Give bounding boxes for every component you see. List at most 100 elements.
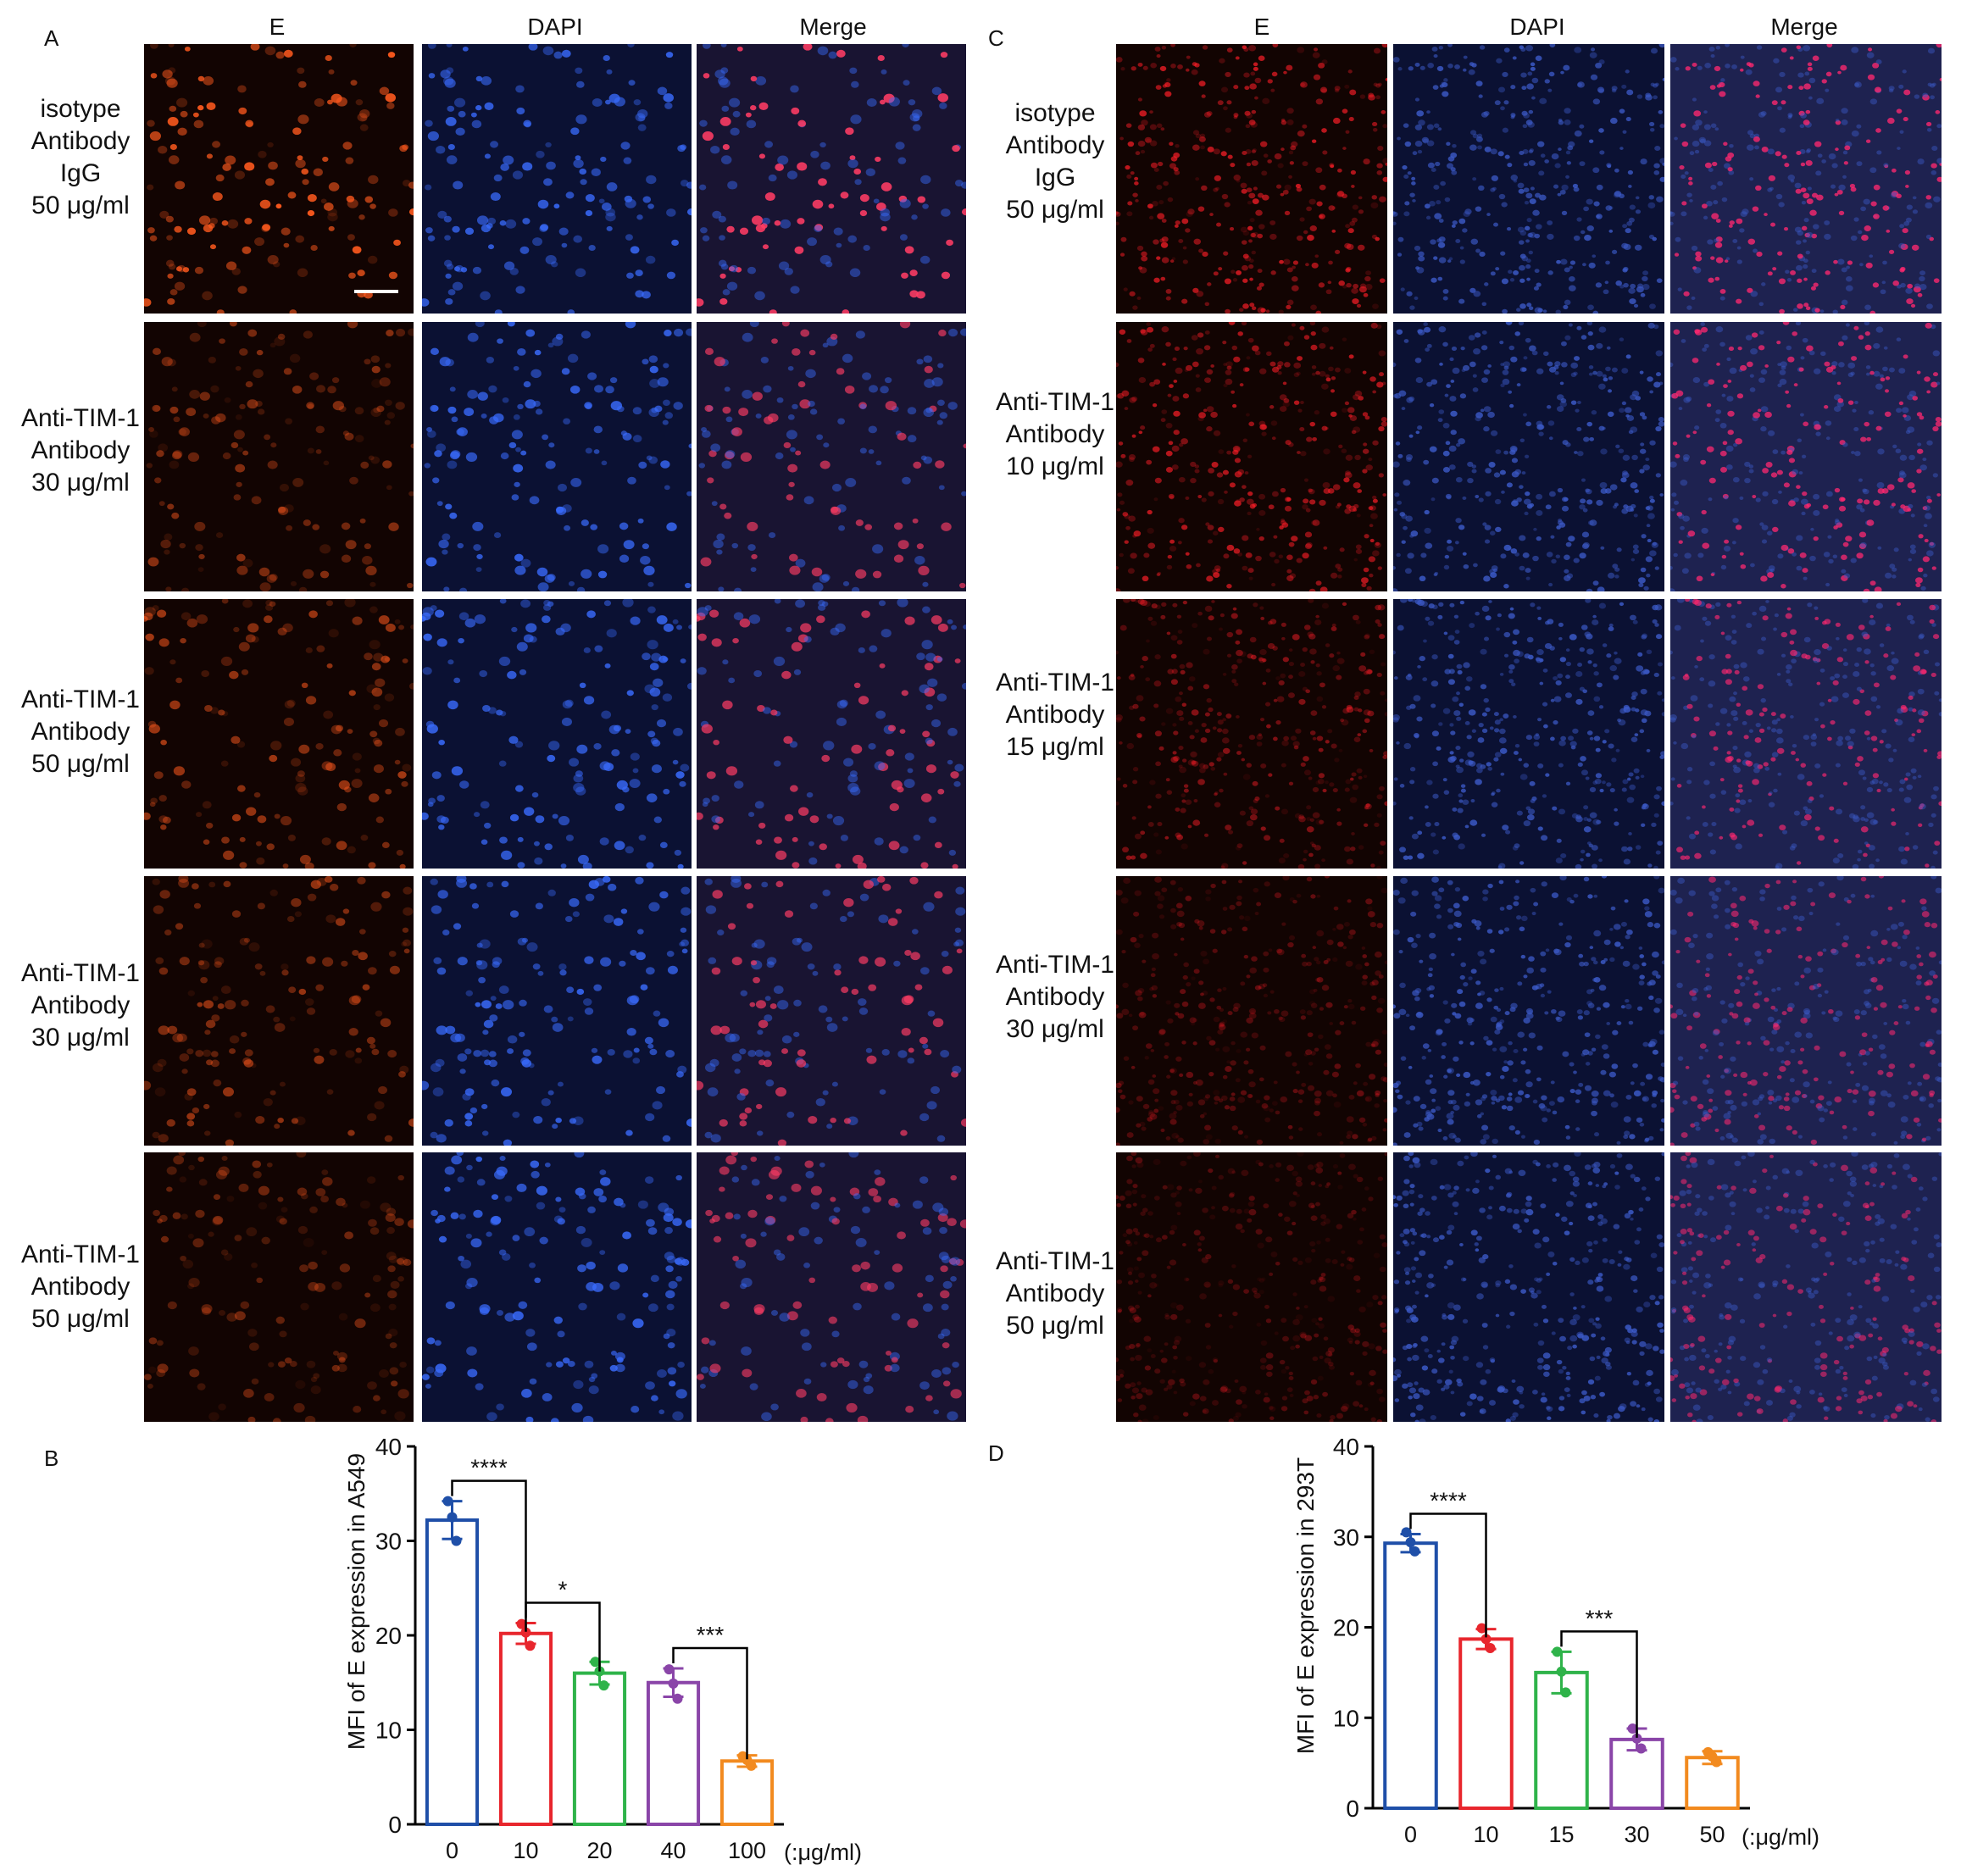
micrograph-c-e-row3 xyxy=(1116,599,1387,869)
micrograph-c-merge-row4 xyxy=(1670,876,1942,1146)
x-tick-label: 50 xyxy=(1699,1822,1725,1847)
micrograph-a-e-row4 xyxy=(144,876,414,1146)
micrograph-c-e-row2 xyxy=(1116,322,1387,591)
panel-d-letter: D xyxy=(988,1440,1004,1466)
panel-b-letter: B xyxy=(44,1446,59,1471)
micrograph-c-dapi-row2 xyxy=(1393,322,1664,591)
y-tick-label: 10 xyxy=(375,1718,402,1744)
data-point xyxy=(1636,1743,1647,1754)
y-tick-label: 30 xyxy=(1333,1524,1359,1551)
panel-a-letter: A xyxy=(44,25,59,51)
x-tick-label: 100 xyxy=(728,1838,766,1863)
micrograph-a-e-row1 xyxy=(144,44,414,314)
data-point xyxy=(1627,1723,1638,1734)
y-tick-label: 0 xyxy=(388,1812,402,1838)
significance-bracket xyxy=(672,1646,748,1760)
panel-c-row-label-1: isotype Antibody IgG 50 μg/ml xyxy=(1005,99,1105,225)
panel-a-row-label-5: Anti-TIM-1 Antibody 50 μg/ml xyxy=(20,1240,140,1334)
y-axis-label: MFI of E expression in A549 xyxy=(343,1453,369,1750)
significance-bracket xyxy=(451,1479,527,1632)
micrograph-a-dapi-row2 xyxy=(422,322,692,591)
x-unit-label: (:μg/ml) xyxy=(784,1840,862,1865)
y-tick-label: 30 xyxy=(375,1529,402,1555)
y-tick-label: 10 xyxy=(1333,1705,1359,1731)
data-point xyxy=(1485,1643,1496,1654)
panel-a-row-label-1: isotype Antibody IgG 50 μg/ml xyxy=(31,95,131,220)
micrograph-c-e-row1 xyxy=(1116,44,1387,314)
data-point xyxy=(672,1693,683,1704)
data-point xyxy=(520,1627,531,1638)
data-point xyxy=(1476,1623,1487,1634)
scale-bar xyxy=(354,290,398,293)
x-tick-label: 40 xyxy=(660,1838,686,1863)
micrograph-a-dapi-row3 xyxy=(422,599,692,869)
micrograph-a-e-row3 xyxy=(144,599,414,869)
data-point xyxy=(1631,1733,1642,1744)
micrograph-c-dapi-row4 xyxy=(1393,876,1664,1146)
panel-a-row-label-2: Anti-TIM-1 Antibody 30 μg/ml xyxy=(20,404,140,497)
data-point xyxy=(746,1760,757,1771)
micrograph-a-dapi-row5 xyxy=(422,1152,692,1422)
x-tick-label: 15 xyxy=(1548,1822,1574,1847)
bar-chart-a549: MFI of E expression in A549 0 10 20 30 40 ***… xyxy=(343,1434,862,1865)
panel-a-col-e: E xyxy=(269,14,286,40)
significance-label: **** xyxy=(470,1455,508,1481)
data-point xyxy=(516,1618,527,1629)
bar-chart-293t: MFI of E expression in 293T 0 10 20 30 40 ***… xyxy=(1292,1434,1819,1850)
panel-c-col-merge: Merge xyxy=(1770,14,1838,40)
significance-bracket xyxy=(1560,1630,1638,1738)
significance-bracket xyxy=(525,1601,601,1672)
y-tick-label: 20 xyxy=(1333,1615,1359,1641)
micrograph-c-dapi-row3 xyxy=(1393,599,1664,869)
micrograph-c-merge-row5 xyxy=(1670,1152,1942,1422)
micrograph-a-merge-row3 xyxy=(697,599,966,869)
data-point xyxy=(668,1678,679,1689)
panel-c-row-label-3: Anti-TIM-1 Antibody 15 μg/ml xyxy=(995,669,1114,762)
bar xyxy=(425,1518,480,1826)
data-point xyxy=(442,1496,453,1507)
bar xyxy=(719,1759,775,1827)
y-tick-label: 40 xyxy=(375,1434,402,1460)
x-tick-label: 20 xyxy=(586,1838,612,1863)
bar xyxy=(572,1671,627,1826)
panel-a-col-merge: Merge xyxy=(799,14,867,40)
data-point xyxy=(590,1657,601,1668)
significance-bracket xyxy=(1409,1512,1487,1638)
bar xyxy=(646,1680,701,1826)
micrograph-a-merge-row1 xyxy=(697,44,966,314)
x-tick-label: 10 xyxy=(513,1838,538,1863)
data-point xyxy=(1401,1527,1412,1538)
significance-label: *** xyxy=(697,1622,725,1648)
micrograph-c-merge-row3 xyxy=(1670,599,1942,869)
micrograph-c-merge-row2 xyxy=(1670,322,1942,591)
micrograph-a-dapi-row4 xyxy=(422,876,692,1146)
data-point xyxy=(1480,1634,1492,1645)
data-point xyxy=(451,1535,462,1546)
panel-a-col-dapi: DAPI xyxy=(527,14,583,40)
significance-label: **** xyxy=(1430,1488,1467,1514)
y-tick-label: 0 xyxy=(1346,1796,1359,1822)
x-tick-label: 0 xyxy=(446,1838,458,1863)
micrograph-a-dapi-row1 xyxy=(422,44,692,314)
panel-a-row-label-3: Anti-TIM-1 Antibody 50 μg/ml xyxy=(20,685,140,779)
data-point xyxy=(664,1664,675,1675)
x-tick-label: 10 xyxy=(1473,1822,1498,1847)
panel-c-row-label-5: Anti-TIM-1 Antibody 50 μg/ml xyxy=(995,1247,1114,1340)
y-tick-label: 20 xyxy=(375,1623,402,1649)
data-point xyxy=(1409,1546,1420,1557)
panel-c-row-label-4: Anti-TIM-1 Antibody 30 μg/ml xyxy=(995,951,1114,1044)
panel-c-row-label-2: Anti-TIM-1 Antibody 10 μg/ml xyxy=(995,388,1114,481)
micrograph-a-e-row5 xyxy=(144,1152,414,1422)
micrograph-a-e-row2 xyxy=(144,322,414,591)
data-point xyxy=(1552,1646,1563,1657)
micrograph-c-dapi-row1 xyxy=(1393,44,1664,314)
micrograph-c-e-row4 xyxy=(1116,876,1387,1146)
x-tick-label: 0 xyxy=(1404,1822,1417,1847)
x-tick-label: 30 xyxy=(1624,1822,1649,1847)
data-point xyxy=(525,1640,536,1651)
micrograph-c-dapi-row5 xyxy=(1393,1152,1664,1422)
micrograph-c-e-row5 xyxy=(1116,1152,1387,1422)
panel-a-row-label-4: Anti-TIM-1 Antibody 30 μg/ml xyxy=(20,959,140,1052)
micrograph-a-merge-row2 xyxy=(697,322,966,591)
x-unit-label: (:μg/ml) xyxy=(1742,1824,1819,1850)
